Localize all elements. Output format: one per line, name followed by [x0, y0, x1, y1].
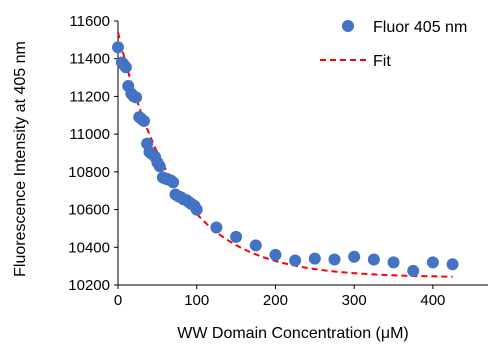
legend: Fluor 405 nm Fit — [320, 19, 467, 70]
x-tick-label: 100 — [184, 292, 209, 309]
y-tick-label: 10200 — [68, 277, 110, 294]
x-tick-label: 300 — [342, 292, 367, 309]
data-points — [112, 41, 459, 277]
legend-label-fluor: Fluor 405 nm — [373, 19, 467, 36]
data-point — [112, 41, 124, 54]
data-point — [153, 160, 166, 173]
y-tick-label: 11000 — [69, 126, 110, 143]
data-point — [230, 230, 243, 243]
data-point — [249, 239, 262, 252]
y-tick-label: 11400 — [69, 51, 110, 68]
tick-labels: 10200 10400 10600 10800 11000 11200 11400 11600… — [68, 13, 445, 309]
legend-marker-fluor — [342, 20, 354, 32]
data-point — [348, 250, 361, 263]
data-point — [308, 252, 321, 265]
data-point — [426, 256, 439, 269]
data-point — [137, 114, 150, 127]
y-tick-label: 10600 — [68, 202, 110, 219]
data-point — [119, 61, 132, 74]
data-point — [289, 254, 302, 267]
data-point — [210, 221, 223, 234]
fit-layer — [117, 32, 453, 278]
data-point — [446, 258, 459, 271]
y-tick-label: 10400 — [68, 239, 110, 256]
x-tick-label: 400 — [420, 292, 445, 309]
y-tick-label: 11200 — [69, 88, 110, 105]
axes — [114, 20, 488, 289]
data-point — [190, 203, 203, 216]
data-point — [269, 248, 282, 261]
y-tick-label: 10800 — [68, 164, 110, 181]
x-tick-label: 200 — [263, 292, 288, 309]
data-point — [130, 91, 143, 104]
y-tick-label: 11600 — [69, 13, 110, 30]
data-point — [367, 253, 380, 266]
x-axis-title: WW Domain Concentration (μM) — [177, 325, 409, 342]
data-point — [167, 176, 180, 189]
fit-curve — [117, 32, 453, 278]
data-point — [387, 256, 400, 269]
data-point — [407, 264, 420, 277]
data-point — [328, 253, 341, 266]
y-axis-title: Fluorescence Intensity at 405 nm — [12, 41, 29, 277]
x-tick-label: 0 — [114, 292, 122, 309]
legend-label-fit: Fit — [373, 53, 391, 70]
